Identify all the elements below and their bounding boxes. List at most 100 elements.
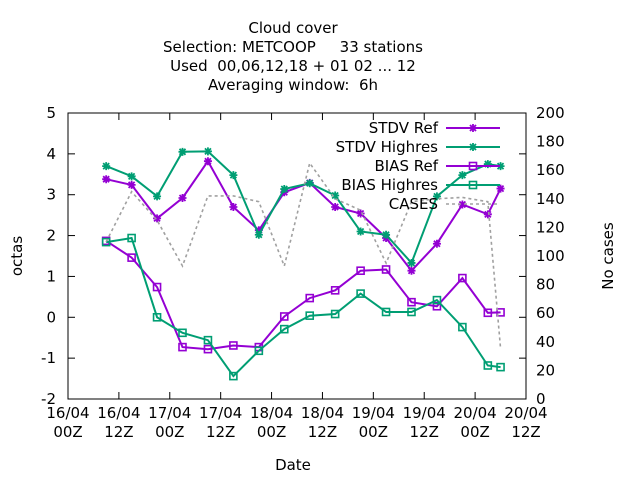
data-point [496,362,505,372]
plot-series [101,147,505,381]
x-tick-label-date: 20/04 [453,404,496,422]
x-tick-label-hour: 12Z [308,423,337,441]
axes: -2 -1 0 1 2 3 4 5 0 20 40 60 80 100 120 140 160 180 200 16/… [41,104,565,441]
x-tick-label-hour: 00Z [460,423,489,441]
data-point [381,307,391,317]
legend-swatch-marker [469,143,477,151]
title-line-4: Averaging window: 6h [208,76,378,94]
x-tick-label-date: 19/04 [403,404,446,422]
data-point [458,273,467,283]
series-bias-highres [101,233,505,381]
legend-item: BIAS Highres [341,176,500,194]
x-tick-label-hour: 12Z [206,423,235,441]
legend-swatch-marker [469,124,477,132]
data-point [127,172,136,181]
series-line [105,240,501,351]
data-point [178,193,187,202]
data-point [432,301,442,311]
data-point [407,258,416,267]
plot-border [67,112,527,400]
x-tick-label-date: 16/04 [97,404,140,422]
x-tick-label-hour: 00Z [257,423,286,441]
y2-tick-label: 80 [536,276,555,294]
y2-tick-label: 60 [536,304,555,322]
series-stdv-ref [102,157,505,275]
legend-label: STDV Ref [369,119,439,137]
data-point [356,227,365,236]
x-tick-label-date: 19/04 [352,404,395,422]
data-point [203,344,213,354]
data-point [305,293,315,303]
data-point [280,184,289,193]
x-tick-label-date: 18/04 [250,404,293,422]
y2-tick-label: 200 [536,104,565,122]
legend-label: BIAS Highres [341,176,438,194]
legend-item: STDV Ref [369,119,500,137]
data-point [407,297,416,307]
data-point [229,202,238,211]
data-point [254,226,263,235]
data-point [382,230,391,239]
y2-tick-label: 40 [536,333,555,351]
series-line [105,159,502,273]
x-tick-label-hour: 00Z [359,423,388,441]
y2-tick-label: 120 [536,218,565,236]
data-point [432,295,442,305]
legend-item: STDV Highres [336,138,500,156]
data-point [458,171,467,180]
y2-tick-label: 20 [536,361,555,379]
data-point [356,266,365,276]
y2-tick-label: 0 [536,390,546,408]
data-point [152,282,162,292]
data-point [356,289,365,298]
data-point [203,335,213,345]
title-line-2: Selection: METCOOP 33 stations [163,38,423,56]
data-point [483,308,493,318]
y-tick-label: 2 [46,227,56,245]
y-tick-label: 0 [46,308,56,326]
y2-tick-label: 160 [536,161,565,179]
title-line-1: Cloud cover [248,19,338,37]
y2-tick-label: 180 [536,133,565,151]
x-tick-label-hour: 00Z [53,423,82,441]
y-tick-label: 5 [46,104,56,122]
data-point [330,309,340,319]
data-point [203,157,212,166]
data-point [102,175,111,184]
data-point [305,311,315,320]
legend-item: CASES [389,195,500,213]
x-tick-label-date: 17/04 [148,404,191,422]
legend-swatch-marker [468,180,478,190]
data-point [101,237,111,247]
data-point [483,210,492,219]
data-point [483,160,492,169]
legend-swatch-marker [468,161,478,171]
y-tick-label: 4 [46,145,56,163]
data-point [152,312,162,322]
data-point [381,265,391,274]
y-tick-label: -1 [41,349,56,367]
series-bias-ref [101,236,505,354]
data-point [178,328,187,338]
x-tick-label-date: 16/04 [46,404,89,422]
data-point [203,147,212,156]
series-stdv-highres [102,147,505,267]
data-point [279,312,289,321]
x-tick-label-date: 17/04 [199,404,242,422]
data-point [407,266,416,275]
series-cases [105,161,502,349]
data-point [331,191,340,200]
data-point [153,192,162,201]
y2-tick-label: 140 [536,190,565,208]
x-axis-label: Date [275,456,311,474]
x-tick-label-date: 18/04 [301,404,344,422]
data-point [229,371,238,381]
legend-label: STDV Highres [336,138,439,156]
legend-label: BIAS Ref [374,157,438,175]
data-point [330,286,340,295]
data-point [127,233,136,243]
data-point [127,253,136,262]
data-point [254,346,264,356]
